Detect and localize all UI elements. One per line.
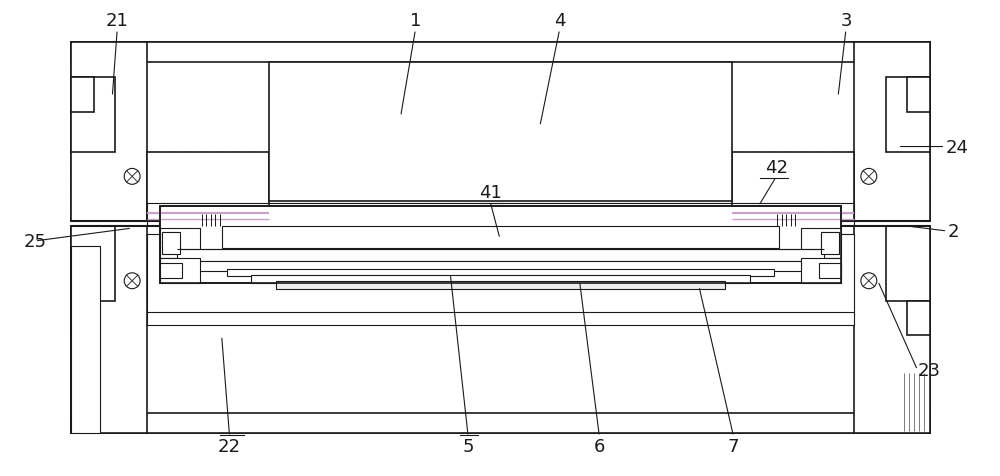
Bar: [801, 228, 841, 258]
Text: 21: 21: [106, 12, 129, 30]
Bar: [71, 247, 100, 433]
Bar: [71, 227, 147, 433]
Bar: [222, 227, 779, 248]
Bar: [71, 43, 147, 222]
Text: 7: 7: [728, 437, 739, 455]
Circle shape: [124, 169, 140, 185]
Bar: [71, 78, 115, 152]
Text: 25: 25: [23, 232, 46, 250]
Bar: [71, 78, 94, 112]
Bar: [886, 78, 930, 152]
Bar: [251, 275, 750, 283]
Text: 6: 6: [594, 437, 605, 455]
Text: 22: 22: [218, 437, 241, 455]
Bar: [147, 312, 854, 326]
Bar: [276, 281, 725, 289]
Text: 24: 24: [945, 138, 968, 156]
Circle shape: [124, 273, 140, 289]
Bar: [177, 261, 824, 271]
Bar: [732, 152, 854, 222]
Bar: [801, 258, 841, 283]
Bar: [160, 207, 841, 283]
Bar: [269, 63, 732, 202]
Circle shape: [861, 169, 877, 185]
Bar: [71, 301, 94, 336]
Text: 5: 5: [462, 437, 474, 455]
Bar: [71, 413, 930, 433]
Text: 41: 41: [479, 184, 501, 202]
Bar: [71, 43, 930, 222]
Text: 1: 1: [410, 12, 421, 30]
Bar: [160, 228, 200, 258]
Bar: [160, 207, 841, 283]
Bar: [227, 269, 774, 276]
Bar: [907, 301, 930, 336]
Bar: [160, 258, 200, 283]
Bar: [907, 78, 930, 112]
Text: 23: 23: [918, 361, 941, 379]
Bar: [854, 43, 930, 222]
Bar: [886, 227, 930, 301]
Circle shape: [861, 273, 877, 289]
Text: 42: 42: [765, 159, 788, 177]
Bar: [160, 263, 182, 278]
Bar: [71, 43, 930, 63]
Bar: [147, 235, 854, 316]
Bar: [177, 249, 824, 261]
Bar: [162, 233, 180, 254]
Bar: [819, 263, 841, 278]
Bar: [821, 233, 839, 254]
Bar: [147, 152, 269, 222]
Bar: [854, 227, 930, 433]
Text: 4: 4: [554, 12, 565, 30]
Text: 3: 3: [840, 12, 852, 30]
Bar: [71, 227, 930, 433]
Text: 2: 2: [947, 223, 959, 240]
Bar: [71, 227, 115, 301]
